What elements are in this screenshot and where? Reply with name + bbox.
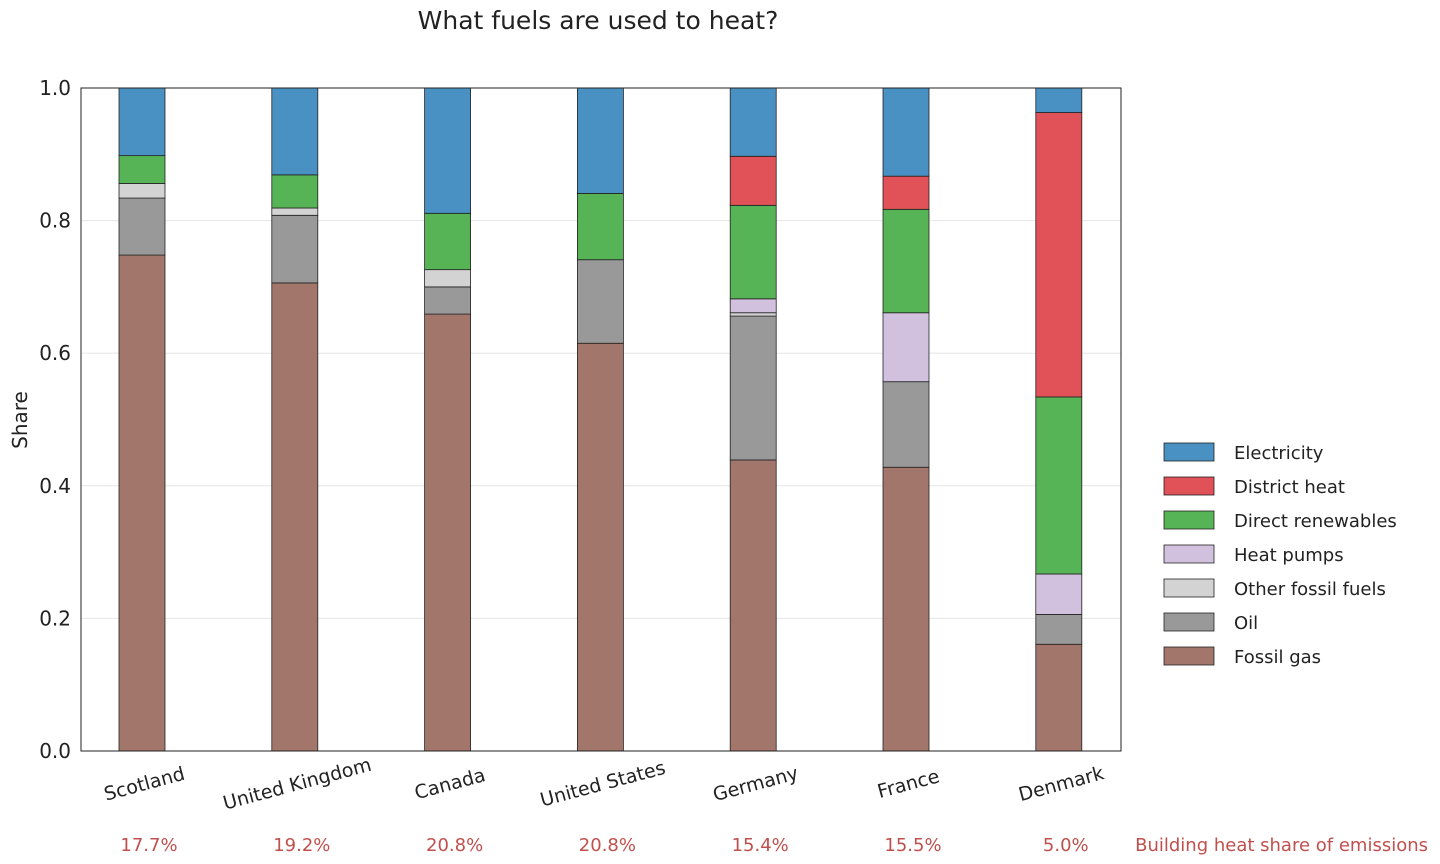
bar-segment	[882, 87, 930, 177]
bar-segment	[729, 87, 777, 157]
bar-segment	[882, 466, 930, 752]
bar-segment	[882, 381, 930, 468]
bar-segment	[271, 174, 319, 209]
legend-label: District heat	[1234, 477, 1345, 498]
y-axis-label: Share	[8, 391, 32, 449]
bar-segment	[118, 183, 166, 199]
bars	[118, 87, 1083, 752]
x-tick-label: Canada	[412, 764, 488, 804]
legend-label: Other fossil fuels	[1234, 579, 1386, 600]
emissions-share-label: Building heat share of emissions	[1135, 835, 1428, 856]
y-tick-label: 1.0	[39, 76, 71, 100]
legend-swatch	[1163, 544, 1215, 564]
bar-segment	[729, 204, 777, 300]
emissions-share-value: 15.5%	[884, 835, 941, 856]
emissions-share-row: 17.7% 19.2% 20.8% 20.8% 15.4% 15.5% 5.0%	[120, 835, 1088, 856]
bar-segment	[424, 212, 472, 271]
x-tick-label: Scotland	[102, 763, 187, 806]
x-tick-label: Germany	[711, 762, 801, 806]
bar-segment	[1035, 396, 1083, 575]
legend-label: Electricity	[1234, 443, 1324, 464]
bar-segment	[882, 208, 930, 314]
bar-segment	[424, 269, 472, 288]
legend-swatch	[1163, 646, 1215, 666]
y-tick-label: 0.4	[39, 474, 71, 498]
bar-segment	[729, 459, 777, 752]
bar-segment	[729, 312, 777, 317]
bar-segment	[1035, 614, 1083, 645]
bar-segment	[577, 87, 624, 194]
y-tick-label: 0.0	[39, 739, 71, 763]
bar-segment	[424, 286, 472, 315]
x-axis-ticks: Scotland United Kingdom Canada United State…	[102, 754, 1107, 815]
bar-segment	[1035, 87, 1083, 113]
bar-segment	[118, 155, 166, 184]
emissions-share-value: 20.8%	[579, 835, 636, 856]
y-tick-label: 0.6	[39, 341, 71, 365]
bar-segment	[577, 193, 624, 261]
bar-segment	[882, 175, 930, 210]
emissions-share-value: 5.0%	[1043, 835, 1089, 856]
bar-segment	[1035, 643, 1083, 752]
bar-segment	[729, 315, 777, 461]
bar-segment	[118, 254, 166, 752]
emissions-share-value: 17.7%	[120, 835, 177, 856]
emissions-share-value: 20.8%	[426, 835, 483, 856]
legend-label: Direct renewables	[1234, 511, 1397, 532]
bar-segment	[118, 87, 166, 157]
y-axis-ticks: 0.0 0.2 0.4 0.6 0.8 1.0	[39, 76, 71, 763]
bar-segment	[1035, 573, 1083, 615]
legend-swatch	[1163, 442, 1215, 462]
legend-label: Fossil gas	[1234, 647, 1321, 668]
bar-segment	[577, 259, 624, 344]
bar-segment	[424, 87, 472, 214]
bar-segment	[271, 214, 319, 284]
plot-frame	[80, 87, 1122, 752]
bar-segment	[729, 298, 777, 314]
chart-title: What fuels are used to heat?	[418, 6, 779, 35]
emissions-share-value: 19.2%	[273, 835, 330, 856]
x-tick-label: Denmark	[1016, 762, 1106, 806]
bar-segment	[118, 197, 166, 256]
bar-segment	[271, 87, 319, 176]
bar-segment	[271, 282, 319, 752]
legend-swatch	[1163, 612, 1215, 632]
y-tick-label: 0.2	[39, 606, 71, 630]
x-tick-label: France	[875, 765, 942, 803]
legend: Electricity District heat Direct renewable…	[1163, 442, 1397, 668]
legend-swatch	[1163, 578, 1215, 598]
legend-label: Heat pumps	[1234, 545, 1344, 566]
bar-segment	[1035, 112, 1083, 398]
x-tick-label: United Kingdom	[221, 754, 374, 815]
legend-swatch	[1163, 476, 1215, 496]
bar-segment	[424, 313, 472, 752]
legend-swatch	[1163, 510, 1215, 530]
x-tick-label: United States	[538, 757, 668, 812]
bar-segment	[271, 207, 319, 216]
legend-label: Oil	[1234, 613, 1258, 634]
bar-segment	[882, 312, 930, 383]
bar-segment	[577, 342, 624, 752]
bar-segment	[729, 155, 777, 206]
emissions-share-value: 15.4%	[732, 835, 789, 856]
y-tick-label: 0.8	[39, 209, 71, 233]
